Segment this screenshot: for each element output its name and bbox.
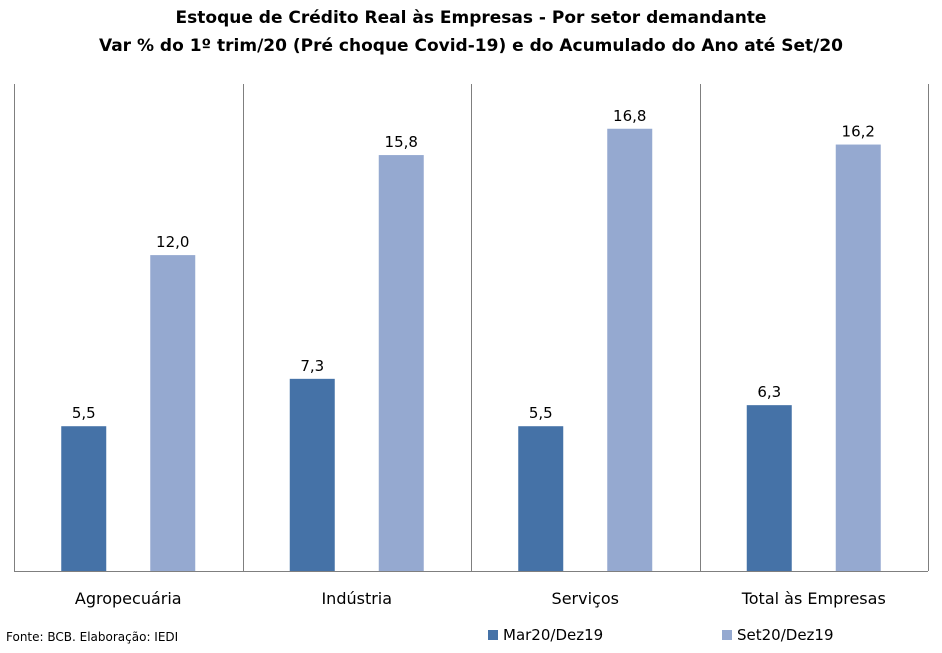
category-label: Serviços xyxy=(552,589,619,608)
legend-item-set20: Set20/Dez19 xyxy=(722,626,834,644)
category-label: Indústria xyxy=(321,589,392,608)
chart-subtitle: Var % do 1º trim/20 (Pré choque Covid-19… xyxy=(98,36,844,56)
bar xyxy=(835,144,881,571)
bar xyxy=(518,426,564,571)
bar xyxy=(289,378,335,571)
data-label: 7,3 xyxy=(300,357,324,375)
legend-swatch-mar20 xyxy=(488,630,498,640)
data-label: 12,0 xyxy=(156,233,189,251)
bar xyxy=(378,155,424,571)
category-label: Total às Empresas xyxy=(741,589,886,608)
data-label: 5,5 xyxy=(72,404,96,422)
bar xyxy=(746,405,792,571)
source-note: Fonte: BCB. Elaboração: IEDI xyxy=(6,630,179,644)
bar xyxy=(607,128,653,572)
legend-item-mar20: Mar20/Dez19 xyxy=(488,626,603,644)
data-label: 15,8 xyxy=(385,133,418,151)
bar xyxy=(61,426,107,571)
legend-label-set20: Set20/Dez19 xyxy=(737,626,834,644)
legend-label-mar20: Mar20/Dez19 xyxy=(503,626,604,644)
bar xyxy=(150,255,196,572)
data-label: 5,5 xyxy=(529,404,553,422)
data-label: 16,8 xyxy=(613,107,646,125)
category-label: Agropecuária xyxy=(75,589,182,608)
legend-swatch-set20 xyxy=(722,630,732,640)
chart-title: Estoque de Crédito Real às Empresas - Po… xyxy=(175,8,767,28)
data-label: 6,3 xyxy=(757,383,781,401)
data-label: 16,2 xyxy=(842,123,875,141)
